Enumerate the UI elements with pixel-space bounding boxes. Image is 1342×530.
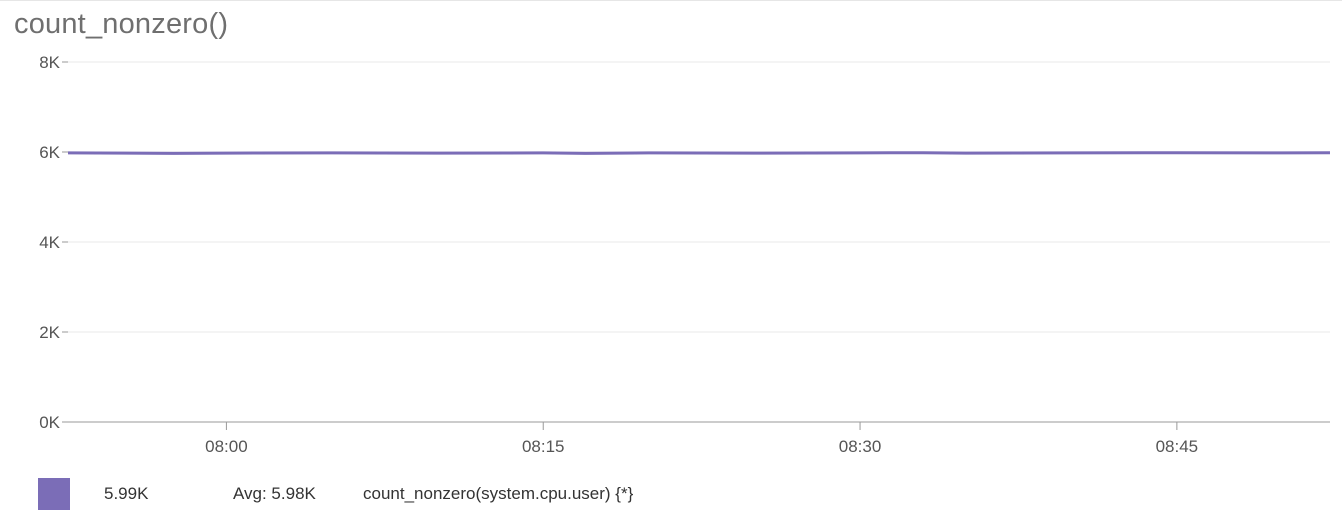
x-tick-label: 08:30	[839, 437, 882, 456]
y-tick-label: 0K	[39, 413, 60, 432]
series-line	[67, 151, 1331, 155]
y-tick-label: 6K	[39, 143, 60, 162]
grid-lines	[68, 61, 1330, 333]
x-tick-label: 08:15	[522, 437, 565, 456]
line-chart: 0K 2K 4K 6K 8K 08:00 08:15 08:30 08:45	[39, 53, 1331, 456]
legend: 5.99K Avg: 5.98K count_nonzero(system.cp…	[0, 474, 1342, 514]
x-tick-label: 08:45	[1156, 437, 1199, 456]
top-divider	[0, 0, 1342, 1]
chart-title: count_nonzero()	[14, 8, 229, 40]
legend-swatch[interactable]	[38, 478, 70, 510]
y-tick-label: 8K	[39, 53, 60, 72]
series-layer	[67, 151, 1331, 155]
x-axis: 08:00 08:15 08:30 08:45	[68, 421, 1330, 456]
y-tick-label: 2K	[39, 323, 60, 342]
legend-current-value: 5.99K	[104, 484, 149, 503]
y-axis: 0K 2K 4K 6K 8K	[39, 53, 68, 432]
x-tick-label: 08:00	[205, 437, 248, 456]
legend-average: Avg: 5.98K	[233, 484, 316, 503]
legend-series-name: count_nonzero(system.cpu.user) {*}	[363, 484, 634, 503]
y-tick-label: 4K	[39, 233, 60, 252]
